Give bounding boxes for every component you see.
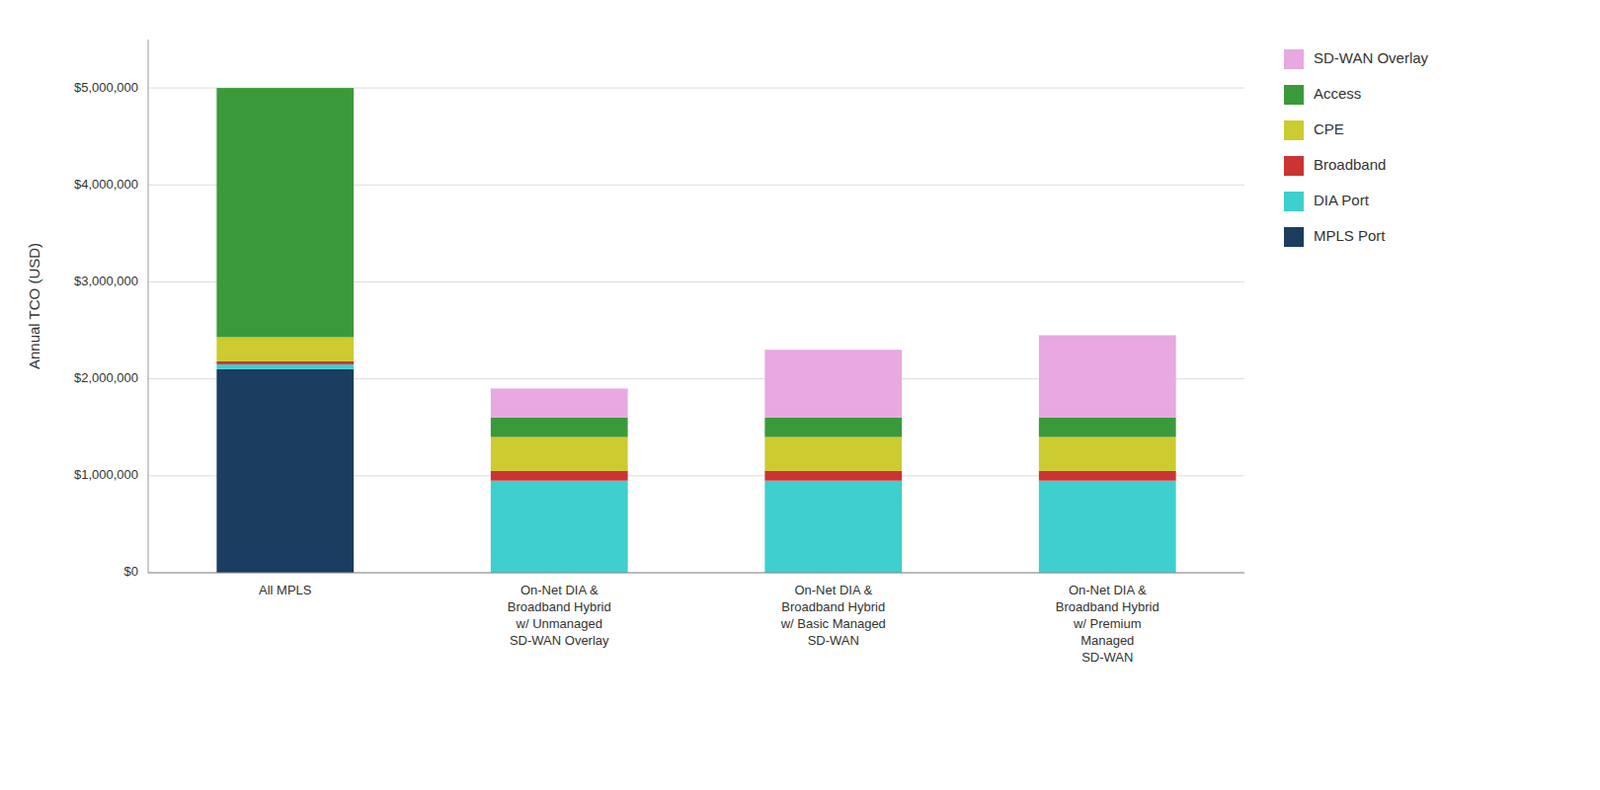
bar-segment — [490, 471, 629, 481]
y-tick-label: $4,000,000 — [74, 176, 139, 192]
y-axis: $0 $1,000,000 $2,000,000 $3,000,000 $4,000,0… — [74, 39, 149, 579]
bars — [216, 87, 1176, 573]
legend-swatch — [1283, 49, 1304, 70]
bar-segment — [764, 480, 902, 573]
x-axis: All MPLSOn-Net DIA &Broadband Hybridw/ U… — [148, 572, 1245, 665]
y-tick-label: $5,000,000 — [74, 80, 139, 95]
x-tick-label-line: SD-WAN Overlay — [509, 633, 610, 648]
legend-label: MPLS Port — [1313, 227, 1386, 244]
series — [216, 364, 1176, 573]
legend-label: DIA Port — [1313, 191, 1370, 209]
x-tick-label-line: Broadband Hybrid — [1055, 599, 1160, 615]
x-tick-label-line: SD-WAN — [1081, 649, 1133, 665]
x-tick-label-line: Managed — [1080, 633, 1134, 648]
x-tick-label-line: w/ Unmanaged — [515, 616, 603, 632]
legend-label: Access — [1313, 84, 1361, 102]
legend-label: SD-WAN Overlay — [1313, 49, 1430, 67]
legend-label: Broadband — [1313, 156, 1386, 173]
series — [216, 87, 1176, 437]
y-tick-label: $1,000,000 — [74, 467, 139, 482]
legend-swatch — [1283, 227, 1304, 247]
bar-segment — [1039, 437, 1177, 472]
legend-swatch — [1283, 120, 1304, 141]
bar-segment — [764, 437, 902, 472]
bar-segment — [216, 87, 354, 89]
legend-swatch — [1283, 156, 1304, 176]
x-tick-label-line: Broadband Hybrid — [781, 599, 885, 615]
x-tick-label-line: w/ Premium — [1072, 616, 1142, 632]
x-tick-label: On-Net DIA &Broadband Hybridw/ Basic Man… — [780, 582, 886, 648]
page: {"chart_data": { "type": "bar", "stacked… — [0, 0, 1600, 790]
bar-segment — [1039, 480, 1177, 573]
bar-segment — [490, 437, 629, 472]
series — [216, 369, 354, 573]
x-axis-line — [148, 572, 1245, 574]
x-tick-label: On-Net DIA &Broadband Hybridw/ PremiumMa… — [1055, 582, 1160, 665]
legend-label: CPE — [1313, 120, 1345, 138]
x-tick-label-line: On-Net DIA & — [520, 582, 599, 598]
y-tick-label: $3,000,000 — [74, 273, 139, 289]
x-tick-label-line: Broadband Hybrid — [507, 599, 612, 615]
series — [216, 361, 1176, 481]
x-tick-label-line: On-Net DIA & — [794, 582, 873, 598]
x-tick-label-line: On-Net DIA & — [1068, 582, 1147, 598]
x-tick-label: All MPLS — [258, 582, 313, 598]
bar-segment — [764, 349, 902, 418]
bar-segment — [490, 417, 629, 438]
bar-segment — [216, 336, 354, 362]
y-axis-line — [148, 39, 150, 573]
x-tick-label-line: All MPLS — [258, 582, 313, 598]
grid — [148, 87, 1245, 573]
bar-segment — [216, 364, 354, 370]
bar-segment — [216, 369, 354, 573]
bar-segment — [1039, 471, 1177, 481]
bar-segment — [216, 87, 354, 337]
legend: SD-WAN Overlay Access CPE Broadband DIA Port… — [1283, 49, 1430, 247]
y-tick-label: $2,000,000 — [74, 370, 139, 386]
bar-segment — [764, 471, 902, 481]
y-axis-label: Annual TCO (USD) — [25, 242, 43, 370]
legend-swatch — [1283, 191, 1304, 212]
bar-segment — [490, 480, 629, 573]
bar-segment — [1039, 417, 1177, 438]
legend-swatch — [1283, 84, 1304, 105]
x-tick-label-line: w/ Basic Managed — [780, 616, 886, 632]
chart: $0 $1,000,000 $2,000,000 $3,000,000 $4,000,0… — [0, 0, 1600, 790]
bar-segment — [764, 417, 902, 438]
bar-segment — [1039, 334, 1177, 417]
grid-line — [148, 572, 1245, 574]
x-tick-label: On-Net DIA &Broadband Hybridw/ Unmanaged… — [507, 582, 612, 648]
series — [216, 336, 1176, 471]
x-tick-label-line: SD-WAN — [807, 633, 860, 648]
bar-segment — [490, 388, 629, 417]
y-tick-label: $0 — [124, 563, 139, 579]
series — [490, 334, 1177, 417]
bar-segment — [216, 361, 354, 365]
